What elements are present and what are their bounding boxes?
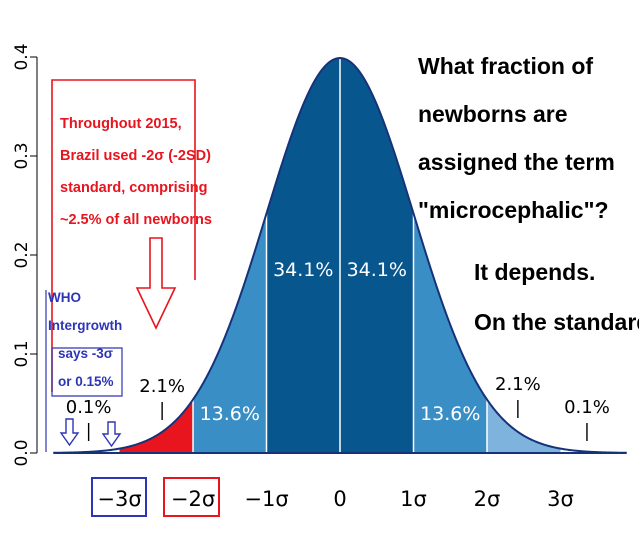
x-tick-label: −3σ bbox=[97, 487, 141, 511]
y-tick-label: 0.4 bbox=[12, 43, 32, 70]
red-down-arrow-icon bbox=[135, 237, 177, 330]
density-line bbox=[53, 57, 627, 454]
region-label: 0.1% bbox=[66, 397, 112, 418]
who-inner-bracket bbox=[51, 347, 123, 397]
bell-curve bbox=[53, 57, 627, 454]
who-annotation: WHO Intergrowth says -3σ or 0.15% bbox=[45, 290, 123, 452]
x-tick-label: 2σ bbox=[474, 487, 501, 511]
brazil-note-line-3: standard, comprising bbox=[60, 180, 207, 196]
region-label: 0.1% bbox=[564, 397, 610, 418]
x-tick-label: 3σ bbox=[547, 487, 574, 511]
answer-line-2: On the standard bbox=[474, 309, 639, 335]
region-4 bbox=[340, 58, 414, 454]
region-6 bbox=[487, 399, 561, 453]
answer-line-1: It depends. bbox=[474, 259, 595, 285]
region-label: 13.6% bbox=[420, 403, 480, 425]
brazil-note-line-2: Brazil used -2σ (-2SD) bbox=[60, 148, 211, 164]
region-1 bbox=[119, 399, 193, 453]
minus-2-sigma-box bbox=[163, 477, 220, 517]
region-label: 34.1% bbox=[273, 259, 333, 281]
question-line-4: "microcephalic"? bbox=[418, 197, 609, 223]
y-axis: 0.0 0.1 0.2 0.3 0.4 bbox=[12, 43, 38, 467]
who-note-line-3: says -3σ bbox=[58, 346, 113, 361]
x-axis: −3σ −2σ −1σ 0 1σ 2σ 3σ bbox=[97, 487, 573, 511]
x-tick-label: 1σ bbox=[400, 487, 427, 511]
region-label: 2.1% bbox=[495, 374, 541, 395]
region-label: 13.6% bbox=[200, 403, 260, 425]
y-tick-label: 0.2 bbox=[12, 241, 32, 268]
brazil-note-line-4: ~2.5% of all newborns bbox=[60, 212, 212, 228]
y-tick-label: 0.1 bbox=[12, 340, 32, 367]
who-note-line-2: Intergrowth bbox=[48, 318, 122, 333]
who-note-line-1: WHO bbox=[48, 290, 81, 305]
minus-3-sigma-box bbox=[91, 477, 147, 517]
brazil-annotation: Throughout 2015, Brazil used -2σ (-2SD) … bbox=[51, 79, 212, 392]
question-line-3: assigned the term bbox=[418, 149, 615, 175]
x-tick-label: −1σ bbox=[244, 487, 288, 511]
y-tick-label: 0.0 bbox=[12, 439, 32, 466]
blue-down-arrow-icon bbox=[101, 421, 122, 448]
region-0 bbox=[53, 448, 120, 453]
region-3 bbox=[266, 58, 340, 454]
percentage-labels: 0.1% 2.1% 13.6% 34.1% 34.1% 13.6% 2.1% 0.1% bbox=[66, 259, 610, 441]
region-label: 2.1% bbox=[139, 376, 185, 397]
brazil-note-line-1: Throughout 2015, bbox=[60, 116, 182, 132]
region-label: 34.1% bbox=[347, 259, 407, 281]
x-tick-label: −2σ bbox=[171, 487, 215, 511]
y-tick-label: 0.3 bbox=[12, 142, 32, 169]
question-line-2: newborns are bbox=[418, 101, 568, 127]
x-tick-label: 0 bbox=[333, 487, 346, 511]
question-line-1: What fraction of bbox=[418, 53, 593, 79]
blue-down-arrow-icon bbox=[59, 418, 80, 447]
question-block: What fraction of newborns are assigned t… bbox=[418, 53, 639, 335]
who-note-line-4: or 0.15% bbox=[58, 374, 114, 389]
region-7 bbox=[560, 448, 627, 453]
brazil-bracket bbox=[51, 79, 196, 392]
